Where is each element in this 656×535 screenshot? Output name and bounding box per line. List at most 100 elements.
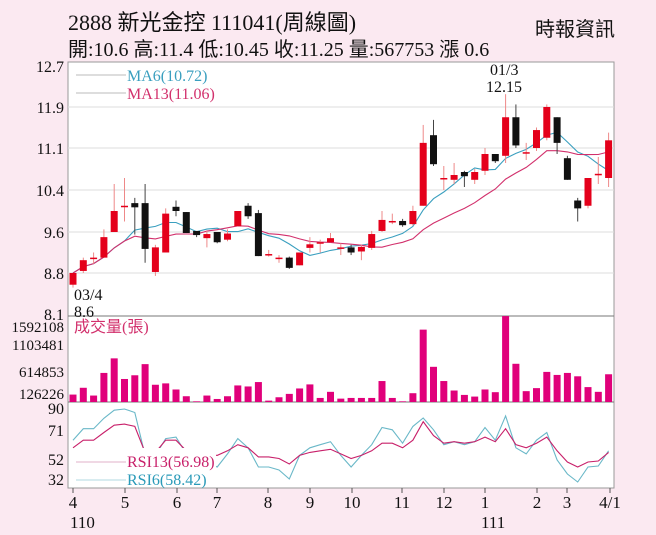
candle-body [512, 117, 520, 146]
x-month-label: 12 [436, 493, 453, 512]
volume-tick-label: 1592108 [12, 320, 65, 336]
candle-body [110, 211, 118, 232]
volume-bar [574, 376, 582, 402]
x-month-label: 5 [121, 493, 130, 512]
volume-bar [337, 398, 345, 402]
volume-bar [90, 395, 98, 402]
volume-tick-label: 614853 [19, 365, 64, 381]
volume-bar [162, 383, 170, 402]
volume-bar [357, 397, 365, 402]
candle-body [213, 232, 221, 243]
volume-bar [327, 391, 334, 402]
volume-bar [265, 400, 273, 402]
volume-bar [450, 390, 458, 402]
volume-bar [584, 387, 592, 402]
x-month-label: 8 [264, 493, 273, 512]
volume-bar [100, 372, 108, 402]
volume-bar [419, 329, 427, 402]
candle-body [430, 135, 437, 165]
candle-body [378, 219, 386, 231]
candle-body [460, 172, 468, 177]
volume-bar [275, 397, 283, 402]
volume-bar [563, 372, 571, 402]
candle-body [234, 211, 242, 227]
price-tick-label: 8.8 [44, 266, 64, 283]
price-tick-label: 12.7 [36, 59, 64, 76]
x-year-label: 111 [481, 513, 505, 532]
candle-body [357, 246, 365, 252]
volume-bar [213, 398, 221, 402]
candle-body [419, 142, 427, 206]
candle-body [584, 178, 592, 206]
candle-body [275, 257, 283, 260]
volume-bar [481, 389, 489, 402]
volume-bar [368, 397, 376, 402]
x-month-label: 9 [306, 493, 315, 512]
candle-body [203, 234, 211, 239]
volume-bar [543, 371, 551, 402]
low-value-label: 8.6 [74, 304, 94, 321]
candle-body [316, 242, 324, 244]
volume-bar [491, 392, 499, 402]
candle-body [79, 260, 87, 271]
chart-title: 2888 新光金控 111041(周線圖) [68, 10, 356, 35]
volume-tick-label: 1103481 [12, 338, 64, 354]
candle-body [368, 234, 376, 248]
volume-bar [193, 401, 201, 402]
volume-bar [316, 397, 324, 402]
volume-bar [430, 366, 437, 402]
volume-bar [399, 401, 407, 402]
rsi6-legend: RSI6(58.42) [127, 472, 207, 489]
rsi-tick-label: 52 [48, 452, 64, 469]
price-tick-label: 8.1 [44, 307, 64, 324]
candle-body [450, 175, 458, 180]
volume-bar [224, 396, 231, 402]
source-label: 時報資訊 [535, 18, 615, 41]
candle-body [224, 233, 231, 240]
x-month-label: 6 [173, 493, 182, 512]
volume-bar [182, 396, 190, 402]
x-month-label: 11 [394, 493, 410, 512]
price-tick-label: 10.4 [36, 183, 64, 200]
x-month-label: 1 [481, 493, 490, 512]
candle-body [471, 172, 479, 180]
candle-body [162, 213, 170, 253]
x-year-label: 110 [70, 513, 95, 532]
ma6-legend: MA6(10.72) [127, 68, 207, 85]
volume-bar [605, 374, 613, 402]
volume-bar [244, 386, 252, 402]
candle-body [141, 203, 149, 249]
volume-title: 成交量(張) [74, 318, 149, 336]
candle-body [409, 211, 417, 225]
volume-bar [388, 397, 396, 402]
x-month-label: 4/1 [599, 493, 621, 512]
volume-bar [512, 363, 520, 402]
volume-bar [172, 389, 180, 402]
rsi13-line [72, 420, 609, 468]
volume-bar [141, 364, 149, 402]
candle-body [254, 213, 262, 257]
volume-bar [471, 396, 479, 402]
candle-body [347, 247, 355, 253]
volume-bar [110, 358, 118, 402]
high-date-label: 01/3 [490, 62, 518, 79]
candle-body [605, 140, 613, 178]
candle-body [388, 220, 396, 223]
price-tick-label: 11.9 [37, 100, 64, 117]
volume-bar [131, 375, 139, 402]
candle-body [491, 154, 499, 162]
candle-body [296, 252, 304, 266]
candle-body [121, 205, 128, 208]
candle-body [151, 247, 159, 272]
candle-body [563, 158, 571, 180]
rsi-legend-bg [126, 448, 216, 486]
low-date-label: 03/4 [74, 287, 102, 304]
candle-body [481, 154, 489, 171]
candle-body [193, 230, 201, 236]
candle-body [182, 212, 190, 234]
plot-area [67, 61, 615, 489]
volume-bar [409, 393, 417, 402]
candle-body [553, 117, 561, 143]
candle-body [399, 220, 407, 226]
